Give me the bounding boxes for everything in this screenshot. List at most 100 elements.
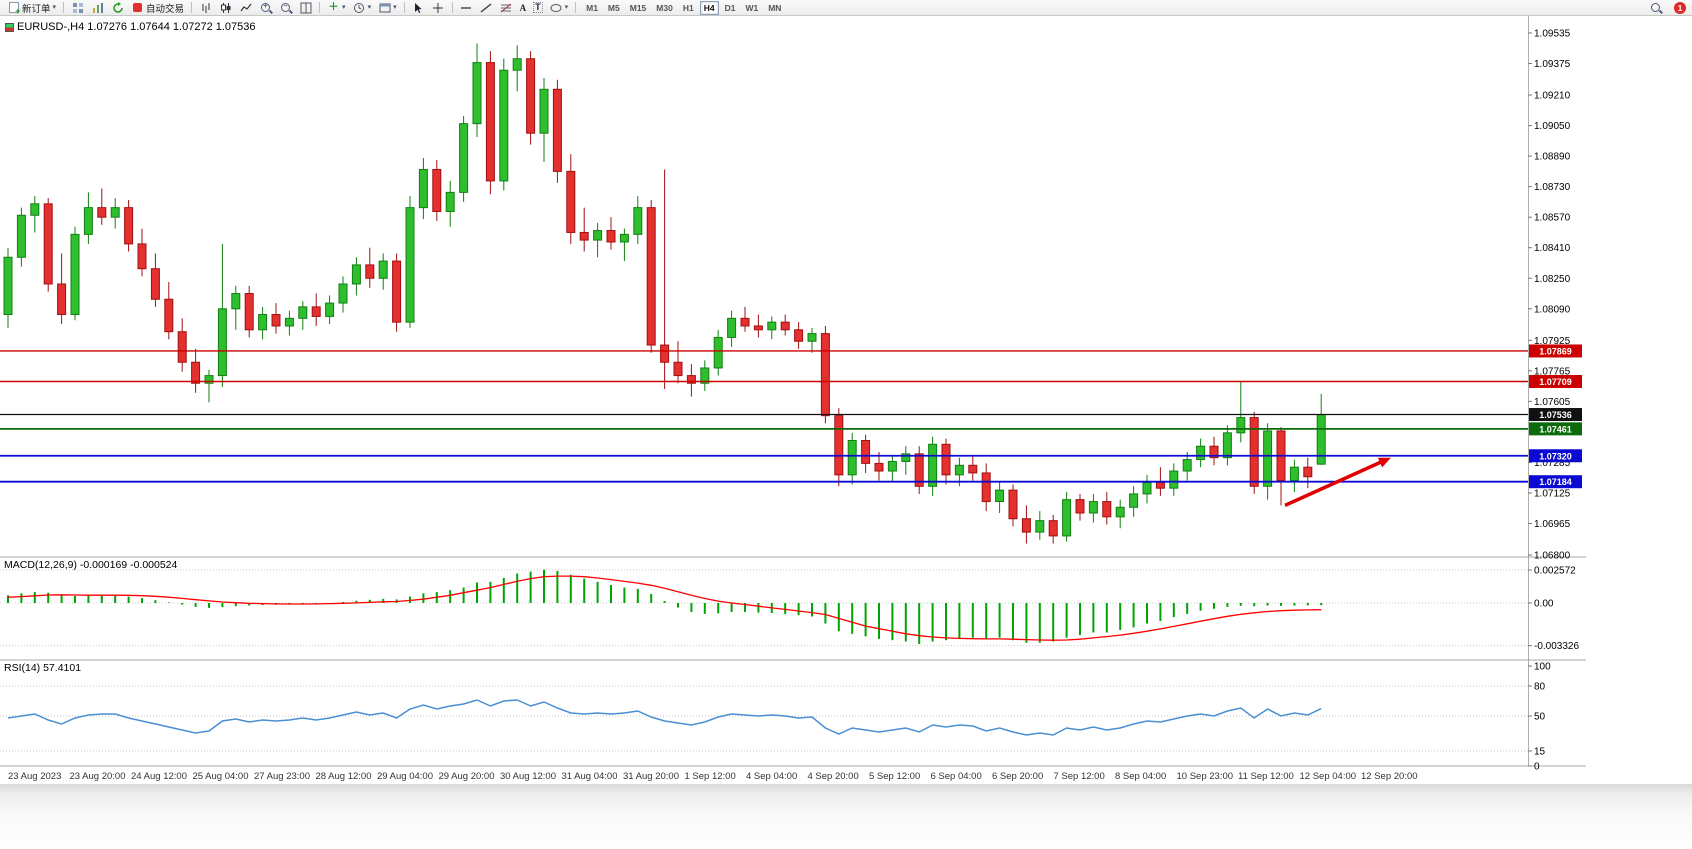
bar-chart-button[interactable] [196,1,215,15]
rsi-line [7,699,1322,736]
fibonacci-button[interactable] [497,1,516,15]
new-order-label: 新订单 [22,3,51,15]
price-axis-label: 1.09050 [1534,121,1571,132]
timeframe-M5[interactable]: M5 [607,2,620,13]
candle-body [512,58,522,71]
candle-body [392,260,402,323]
trendline-button[interactable] [477,1,496,15]
rsi-axis-label: 80 [1534,682,1546,693]
date-axis-label: 4 Sep 04:00 [746,771,797,782]
candle-body [499,69,509,182]
price-axis-label: 1.09375 [1534,59,1571,70]
date-axis-label: 7 Sep 12:00 [1054,771,1105,782]
periods-button[interactable]: ▾ [350,1,375,15]
rsi-axis-label: 0 [1534,762,1540,773]
candle-body [1316,414,1326,465]
timeframe-D1[interactable]: D1 [724,2,736,13]
candle-body [874,462,884,472]
candle-body [124,207,134,245]
candle-body [70,233,80,316]
timeframe-H1[interactable]: H1 [682,2,694,13]
zoom-in-button[interactable]: + [256,1,275,15]
date-axis-label: 31 Aug 04:00 [562,771,618,782]
macd-signal-line [7,575,1322,641]
candle-body [244,293,254,331]
candle-body [995,489,1005,503]
crosshair-button[interactable] [429,1,448,15]
candle-body [941,443,951,476]
date-axis-label: 28 Aug 12:00 [316,771,372,782]
candle-body [1088,501,1098,514]
price-axis-label: 1.06800 [1534,551,1571,562]
toolbar-separator [319,2,321,13]
candle-body [3,256,13,316]
candle-body [727,317,737,338]
tile-windows-button[interactable] [296,1,315,15]
price-axis-label: 1.09210 [1534,91,1571,102]
candle-body [834,415,844,476]
price-axis-label: 1.08570 [1534,213,1571,224]
candle-body [472,62,482,125]
market-watch-icon [91,2,104,14]
rsi-axis-label: 15 [1534,747,1546,758]
line-chart-button[interactable] [236,1,255,15]
candle-body [418,168,428,209]
date-axis-label: 12 Sep 04:00 [1300,771,1357,782]
label-tool-icon: T [533,2,543,13]
window-bottom-strip [0,784,1692,849]
date-axis-label: 23 Aug 2023 [8,771,61,782]
date-axis-label: 23 Aug 20:00 [70,771,126,782]
label-tool-button[interactable]: T [530,1,546,15]
search-icon [1649,2,1662,14]
market-watch-button[interactable] [88,1,107,15]
candle-body [432,168,442,212]
chart-header-text: EURUSD-,H4 1.07276 1.07644 1.07272 1.075… [17,21,256,33]
timeframe-H4[interactable]: H4 [699,0,719,15]
chart-symbol-icon [5,22,14,32]
price-axis-label: 1.07125 [1534,488,1571,499]
toolbar-separator [63,2,65,13]
timeframe-M1[interactable]: M1 [586,2,598,13]
candle-body [311,306,321,317]
rsi-axis-label: 50 [1534,712,1546,723]
timeframe-M30[interactable]: M30 [656,2,673,13]
timeframe-M15[interactable]: M15 [629,2,647,13]
candlestick-icon [219,2,232,14]
date-axis-label: 27 Aug 23:00 [254,771,310,782]
candle-body [740,317,750,327]
notification-badge[interactable]: 1 [1674,1,1686,14]
candle-body [43,203,53,285]
new-order-icon [7,2,21,16]
chevron-down-icon: ▾ [393,4,397,11]
crosshair-icon [432,2,445,14]
toolbar-separator [403,2,405,13]
search-button[interactable] [1646,1,1665,15]
candle-body [928,443,938,487]
templates-button[interactable]: ▾ [375,1,400,15]
cursor-button[interactable] [409,1,428,15]
text-tool-button[interactable]: A [517,1,530,15]
candle-body [1249,417,1259,487]
macd-axis-label: 0.00 [1534,599,1554,610]
date-axis-label: 30 Aug 12:00 [500,771,556,782]
candle-body [1196,445,1206,461]
timeframe-W1[interactable]: W1 [745,2,759,13]
new-order-button[interactable]: 新订单 ▾ [4,1,59,16]
price-badge-label: 1.07184 [1539,477,1572,487]
candlestick-chart-button[interactable] [216,1,235,15]
zoom-out-button[interactable]: − [276,1,295,15]
chart-windows-button[interactable] [68,1,87,15]
chart-canvas[interactable]: 0.002572 0.00 -0.003326 100 80 50 15 0 1.09535 1.… [0,16,1692,784]
candle-body [191,361,201,384]
arrow-annotation[interactable] [1284,459,1385,507]
shapes-button[interactable]: ▾ [547,1,572,15]
horizontal-line-button[interactable] [457,1,476,15]
chevron-down-icon: ▾ [342,4,346,11]
indicators-button[interactable]: ＋ ▾ [324,1,349,15]
chevron-down-icon: ▾ [367,4,372,11]
arrow-annotation-head[interactable] [1377,457,1391,468]
auto-trading-button[interactable]: 自动交易 [128,1,187,15]
candle-body [579,231,589,241]
timeframe-MN[interactable]: MN [768,2,782,13]
refresh-button[interactable] [108,1,127,15]
